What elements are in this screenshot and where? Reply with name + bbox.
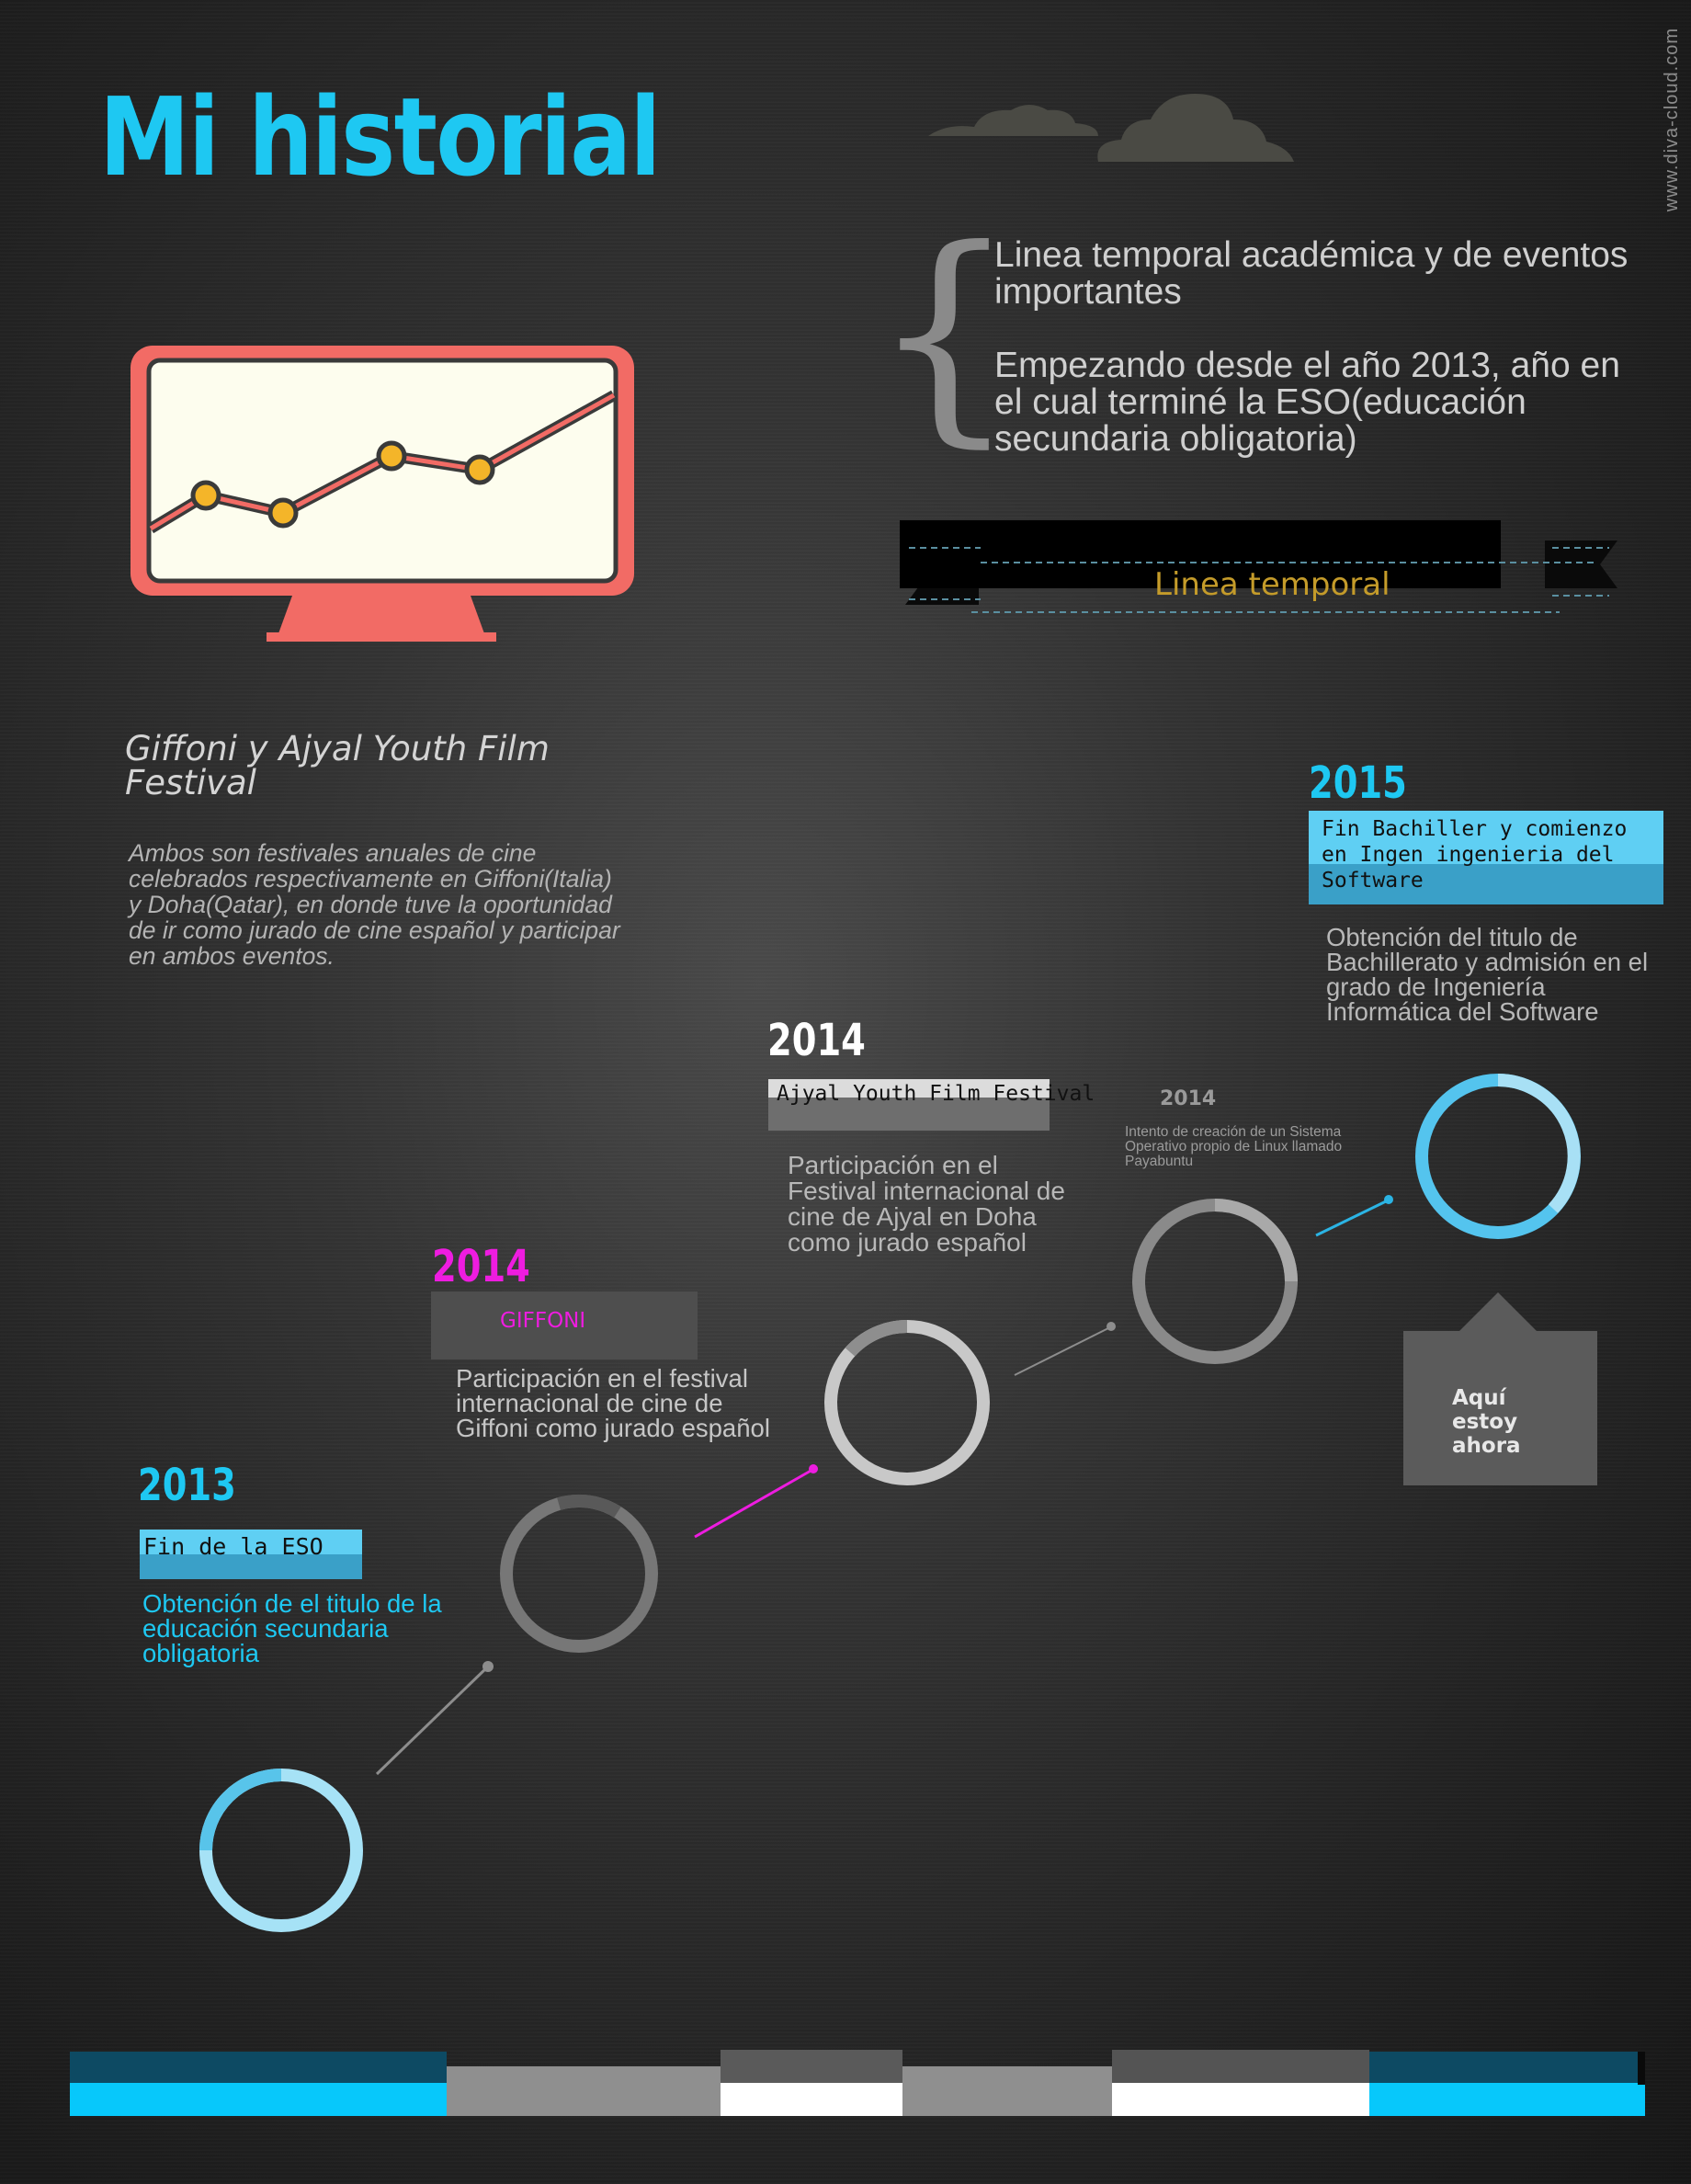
text-giffoni: Participación en el festival internacion… — [456, 1364, 770, 1442]
ring-2013 — [199, 1769, 363, 1932]
ribbon-banner — [900, 520, 1617, 613]
connector-line — [375, 1666, 489, 1776]
ring-2014-os — [1132, 1199, 1298, 1364]
ring-2015 — [1415, 1074, 1581, 1239]
festival-description: Ambos son festivales anuales de cine cel… — [129, 839, 620, 970]
label-ajyal: Ajyal Youth Film Festival — [777, 1082, 1095, 1106]
text-os: Intento de creación de un Sistema Operat… — [1125, 1124, 1343, 1169]
cloud-icon — [928, 94, 1294, 162]
curly-brace: { — [871, 199, 1018, 467]
ring-2014-giffoni — [500, 1494, 658, 1653]
year-2014-giffoni: 2014 — [432, 1241, 530, 1292]
festival-title: Giffoni y Ajyal Youth Film Festival — [125, 729, 550, 802]
current-position-label: Aquí estoy ahora — [1452, 1386, 1521, 1458]
connector-line — [1014, 1326, 1111, 1376]
intro-text: Linea temporal académica y de eventos im… — [994, 237, 1638, 495]
text-2013: Obtención de el titulo de la educación s… — [142, 1589, 442, 1667]
ribbon-label: Linea temporal — [1154, 566, 1390, 603]
text-ajyal: Participación en el Festival internacion… — [788, 1151, 1065, 1257]
label-2013: Fin de la ESO — [143, 1533, 323, 1560]
intro-line-1: Linea temporal académica y de eventos im… — [994, 235, 1629, 312]
year-2013: 2013 — [138, 1460, 236, 1511]
line-chart-monitor-icon — [131, 346, 634, 642]
current-position-bubble — [1403, 1292, 1597, 1485]
label-box-giffoni — [431, 1291, 698, 1359]
ring-2014-ajyal — [824, 1320, 990, 1485]
page-title: Mi historial — [99, 74, 661, 200]
footer-color-bar — [70, 2050, 1645, 2116]
intro-line-2: Empezando desde el año 2013, año en el c… — [994, 346, 1620, 459]
text-2015: Obtención del titulo de Bachillerato y a… — [1326, 923, 1649, 1026]
connector-line — [1315, 1199, 1389, 1237]
connector-line — [694, 1468, 813, 1539]
year-2014-os: 2014 — [1160, 1087, 1217, 1110]
label-giffoni: GIFFONI — [500, 1309, 586, 1333]
year-2014-ajyal: 2014 — [767, 1015, 866, 1066]
label-2015: Fin Bachiller y comienzo en Ingen ingeni… — [1322, 817, 1628, 893]
year-2015: 2015 — [1309, 757, 1407, 809]
